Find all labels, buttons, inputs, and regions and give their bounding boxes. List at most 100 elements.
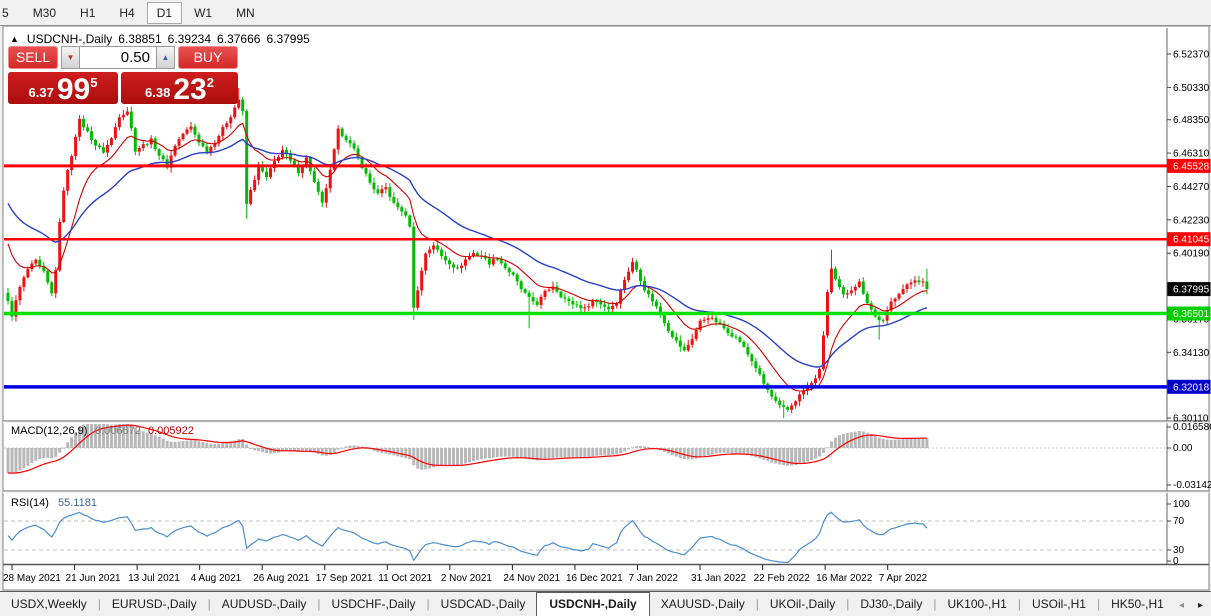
collapse-chart-icon[interactable]: ▲ [10,34,19,44]
svg-text:11 Oct 2021: 11 Oct 2021 [378,573,432,584]
price-badge-6.32018 [1167,379,1211,394]
svg-text:6.44270: 6.44270 [1173,182,1210,193]
tab-separator: | [317,597,321,611]
svg-text:30: 30 [1173,545,1185,556]
tab-scroll-left-button[interactable]: ◂ [1178,600,1184,611]
timeframe-button-w1[interactable]: W1 [194,5,213,20]
svg-text:100: 100 [1173,499,1190,510]
svg-text:6.30110: 6.30110 [1173,414,1209,425]
svg-text:7 Apr 2022: 7 Apr 2022 [879,573,928,584]
timeframe-button-d1[interactable]: D1 [146,1,183,24]
svg-text:0.00: 0.00 [1173,443,1193,454]
macd-label: MACD(12,26,9) 0.006672 0.005922 [11,425,194,437]
svg-text:0.005922: 0.005922 [148,425,194,437]
tab-separator: | [97,597,101,611]
svg-text:6.32018: 6.32018 [1173,382,1210,393]
chart-tabs-bar: USDX,Weekly | EURUSD-,Daily | AUDUSD-,Daily |… [0,591,1211,616]
buy-price-display[interactable]: 6.38 23 2 [121,72,238,106]
tab-scroll-right-button[interactable]: ▸ [1197,600,1203,611]
sell-button[interactable]: SELL [8,46,58,69]
svg-text:7 Jan 2022: 7 Jan 2022 [629,573,679,584]
tab-separator: | [207,597,211,611]
volume-input[interactable] [79,46,157,69]
tab-separator: | [846,597,850,611]
rsi-indicator [4,511,1166,564]
svg-text:6.46310: 6.46310 [1173,149,1210,160]
timeframe-button-m30[interactable]: M30 [32,5,57,20]
chart-tab-eurusd-daily[interactable]: EURUSD-,Daily [111,597,197,611]
svg-text:6.48350: 6.48350 [1173,115,1210,126]
rsi-label: RSI(14) 55.1181 [11,497,97,509]
timeframe-button-h1[interactable]: H1 [80,5,96,20]
chart-title: ▲ USDCNH-,Daily 6.38851 6.39234 6.37666 … [10,32,310,46]
chart-tab-hk50-h1[interactable]: HK50-,H1 [1111,597,1164,611]
svg-text:6.36501: 6.36501 [1173,309,1210,320]
horizontal-level-lines [4,164,1167,389]
timeframe-button-5[interactable]: 5 [2,5,9,20]
chart-tab-usdx-weekly[interactable]: USDX,Weekly [11,597,87,611]
svg-text:13 Jul 2021: 13 Jul 2021 [128,573,180,584]
svg-text:22 Feb 2022: 22 Feb 2022 [754,573,811,584]
sell-price-sup: 5 [90,75,98,90]
sell-price-display[interactable]: 6.37 99 5 [8,72,118,106]
ma-fast-line [7,122,927,392]
chart-symbol-label: USDCNH-,Daily [26,32,113,46]
timeframe-button-mn[interactable]: MN [236,5,255,20]
chart-tab-usdcad-daily[interactable]: USDCAD-,Daily [440,597,526,611]
svg-text:70: 70 [1173,516,1185,527]
svg-text:16 Mar 2022: 16 Mar 2022 [816,573,873,584]
timeframe-toolbar: 5 M30 H1 H4 D1 W1 MN [0,0,1211,26]
price-badge-6.37995 [1167,282,1211,297]
volume-decrease-button[interactable]: ▼ [61,46,79,69]
svg-text:6.40190: 6.40190 [1173,249,1210,260]
rsi-axis: 100 70 300 [1167,499,1190,567]
macd-indicator [4,424,1166,474]
chart-tab-xauusd-daily[interactable]: XAUUSD-,Daily [660,597,745,611]
svg-text:31 Jan 2022: 31 Jan 2022 [691,573,746,584]
svg-text:-0.031421: -0.031421 [1173,480,1211,491]
price-badge-6.36501 [1167,306,1211,321]
macd-axis: 0.016586 0.00 -0.031421 [1167,422,1211,491]
buy-price-big: 23 [173,73,207,106]
tab-separator: | [1017,597,1021,611]
svg-text:RSI(14): RSI(14) [11,497,49,509]
one-click-trading-panel: SELL ▼ ▲ BUY 6.37 99 5 6.38 23 2 [8,46,238,106]
ohlc-high-value: 6.39234 [167,32,212,46]
svg-text:6.45528: 6.45528 [1173,161,1210,172]
svg-text:24 Nov 2021: 24 Nov 2021 [503,573,560,584]
tab-scroll-arrows: ◂ ▸ [1179,600,1211,616]
tab-separator: | [1096,597,1101,611]
svg-text:6.41045: 6.41045 [1173,235,1210,246]
sell-price-big: 99 [56,73,91,106]
chart-tab-usdcnh-daily[interactable]: USDCNH-,Daily [536,592,650,616]
svg-text:0.006672: 0.006672 [95,425,141,437]
ohlc-close-value: 6.37995 [266,32,310,46]
chart-tab-audusd-daily[interactable]: AUDUSD-,Daily [221,597,307,611]
svg-text:6.52370: 6.52370 [1173,50,1210,61]
price-badge-6.45528 [1167,158,1211,173]
volume-increase-button[interactable]: ▲ [157,46,175,69]
chart-tab-uk100-h1[interactable]: UK100-,H1 [947,597,1007,611]
svg-text:6.42230: 6.42230 [1173,215,1210,226]
chart-tab-usdchf-daily[interactable]: USDCHF-,Daily [331,597,416,611]
tab-separator: | [426,597,430,611]
svg-text:26 Aug 2021: 26 Aug 2021 [253,573,310,584]
svg-text:55.1181: 55.1181 [58,497,97,509]
price-badge-6.41045 [1167,232,1211,247]
ohlc-low-value: 6.37666 [217,32,261,46]
tab-separator: | [755,597,759,611]
svg-text:28 May 2021: 28 May 2021 [3,573,61,584]
chart-tab-dj30-daily[interactable]: DJ30-,Daily [860,597,923,611]
timeframe-button-h4[interactable]: H4 [119,5,135,20]
date-axis: 28 May 2021 21 Jun 2021 13 Jul 2021 4 Aug 2… [3,565,928,584]
chart-window-frame [2,25,1210,591]
svg-text:21 Jun 2021: 21 Jun 2021 [66,573,121,584]
buy-button[interactable]: BUY [178,46,238,69]
chart-tab-ukoil-daily[interactable]: UKOil-,Daily [769,597,836,611]
svg-text:6.50330: 6.50330 [1173,83,1210,94]
buy-price-sup: 2 [206,75,214,90]
sell-price-small: 6.37 [28,85,54,100]
chart-tab-usoil-h1[interactable]: USOil-,H1 [1031,597,1086,611]
